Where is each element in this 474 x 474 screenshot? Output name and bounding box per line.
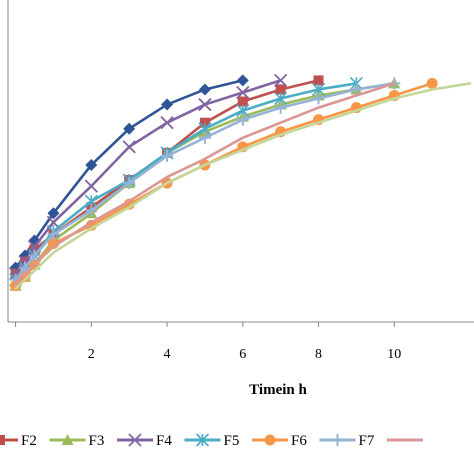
data-point <box>28 249 41 262</box>
legend-label: F5 <box>224 433 240 449</box>
data-point <box>161 149 174 162</box>
legend-entry: F4 <box>117 433 172 449</box>
data-point <box>123 122 136 135</box>
legend-entry: F6 <box>252 433 307 449</box>
data-point <box>61 434 74 445</box>
series-unnamed-7 <box>14 82 396 285</box>
data-point <box>195 433 210 447</box>
data-point <box>312 92 325 105</box>
x-tick-label: 2 <box>88 347 95 362</box>
data-point <box>198 83 211 96</box>
data-point <box>29 244 40 255</box>
legend-entry: F2 <box>0 433 37 449</box>
x-tick-label: 8 <box>315 347 322 362</box>
data-point <box>275 84 286 95</box>
data-point <box>237 96 248 107</box>
data-point <box>236 85 250 100</box>
data-point <box>19 261 32 274</box>
data-point <box>198 97 212 112</box>
legend: F2 F3 F4 F5 F6 F7 <box>0 433 423 449</box>
data-point <box>19 271 31 283</box>
data-point <box>0 435 5 445</box>
data-point <box>274 73 288 88</box>
data-point <box>10 280 22 292</box>
series-f1 <box>9 74 249 274</box>
data-point <box>198 131 211 144</box>
data-point <box>160 116 174 130</box>
data-point <box>236 74 249 87</box>
data-point <box>161 98 174 111</box>
data-point <box>85 158 98 171</box>
x-axis-title: Timein h <box>249 382 307 398</box>
legend-label: F3 <box>89 433 105 449</box>
series-f5 <box>9 76 363 287</box>
data-point <box>128 433 142 447</box>
series-line <box>14 79 282 275</box>
data-point <box>350 83 363 96</box>
data-point <box>84 179 98 193</box>
x-tick-label: 10 <box>387 347 401 362</box>
data-point <box>18 254 32 269</box>
legend-label: F6 <box>291 433 307 449</box>
plot-area <box>7 0 474 323</box>
series-unnamed-8 <box>14 82 472 291</box>
x-tick-label: 6 <box>239 347 246 362</box>
series-layer <box>8 73 472 292</box>
data-point <box>264 434 276 446</box>
data-point <box>85 204 98 217</box>
data-point <box>274 101 287 114</box>
legend-label: F4 <box>156 433 172 449</box>
x-tick-label: 4 <box>164 347 171 362</box>
legend-entry: F7 <box>319 433 375 449</box>
data-point <box>122 140 136 154</box>
data-point <box>47 207 60 220</box>
data-point <box>47 228 60 241</box>
data-point <box>313 75 324 86</box>
series-line <box>14 82 396 285</box>
legend-label: F2 <box>21 433 37 449</box>
series-f3 <box>9 77 401 291</box>
legend-entry: F5 <box>184 433 240 449</box>
legend-label: F7 <box>359 433 375 449</box>
data-point <box>331 434 344 446</box>
x-axis-ticks: 2 4 6 8 10 <box>15 322 401 362</box>
data-point <box>426 77 438 89</box>
series-line <box>14 82 472 291</box>
data-point <box>199 117 210 128</box>
data-point <box>123 177 136 190</box>
series-f6 <box>10 77 438 292</box>
series-f7 <box>9 77 401 286</box>
series-line <box>14 82 434 288</box>
legend-entry: F3 <box>49 433 105 449</box>
data-point <box>236 113 249 126</box>
